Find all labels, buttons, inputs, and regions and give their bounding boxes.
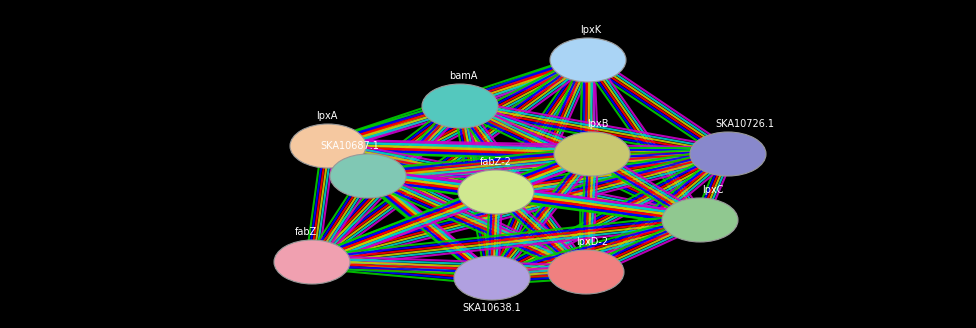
Ellipse shape [274,240,350,284]
Ellipse shape [458,170,534,214]
Text: SKA10687.1: SKA10687.1 [320,141,380,151]
Ellipse shape [454,256,530,300]
Text: fabZ: fabZ [295,227,317,237]
Ellipse shape [548,250,624,294]
Ellipse shape [422,84,498,128]
Text: lpxA: lpxA [316,111,337,121]
Ellipse shape [290,124,366,168]
Text: fabZ-2: fabZ-2 [480,157,512,167]
Ellipse shape [330,154,406,198]
Ellipse shape [662,198,738,242]
Text: lpxD-2: lpxD-2 [576,237,608,247]
Ellipse shape [550,38,626,82]
Text: bamA: bamA [449,71,477,81]
Text: SKA10638.1: SKA10638.1 [463,303,521,313]
Text: lpxC: lpxC [702,185,723,195]
Text: SKA10726.1: SKA10726.1 [715,119,774,129]
Ellipse shape [554,132,630,176]
Text: lpxK: lpxK [581,25,601,35]
Ellipse shape [690,132,766,176]
Text: lpxB: lpxB [588,119,609,129]
